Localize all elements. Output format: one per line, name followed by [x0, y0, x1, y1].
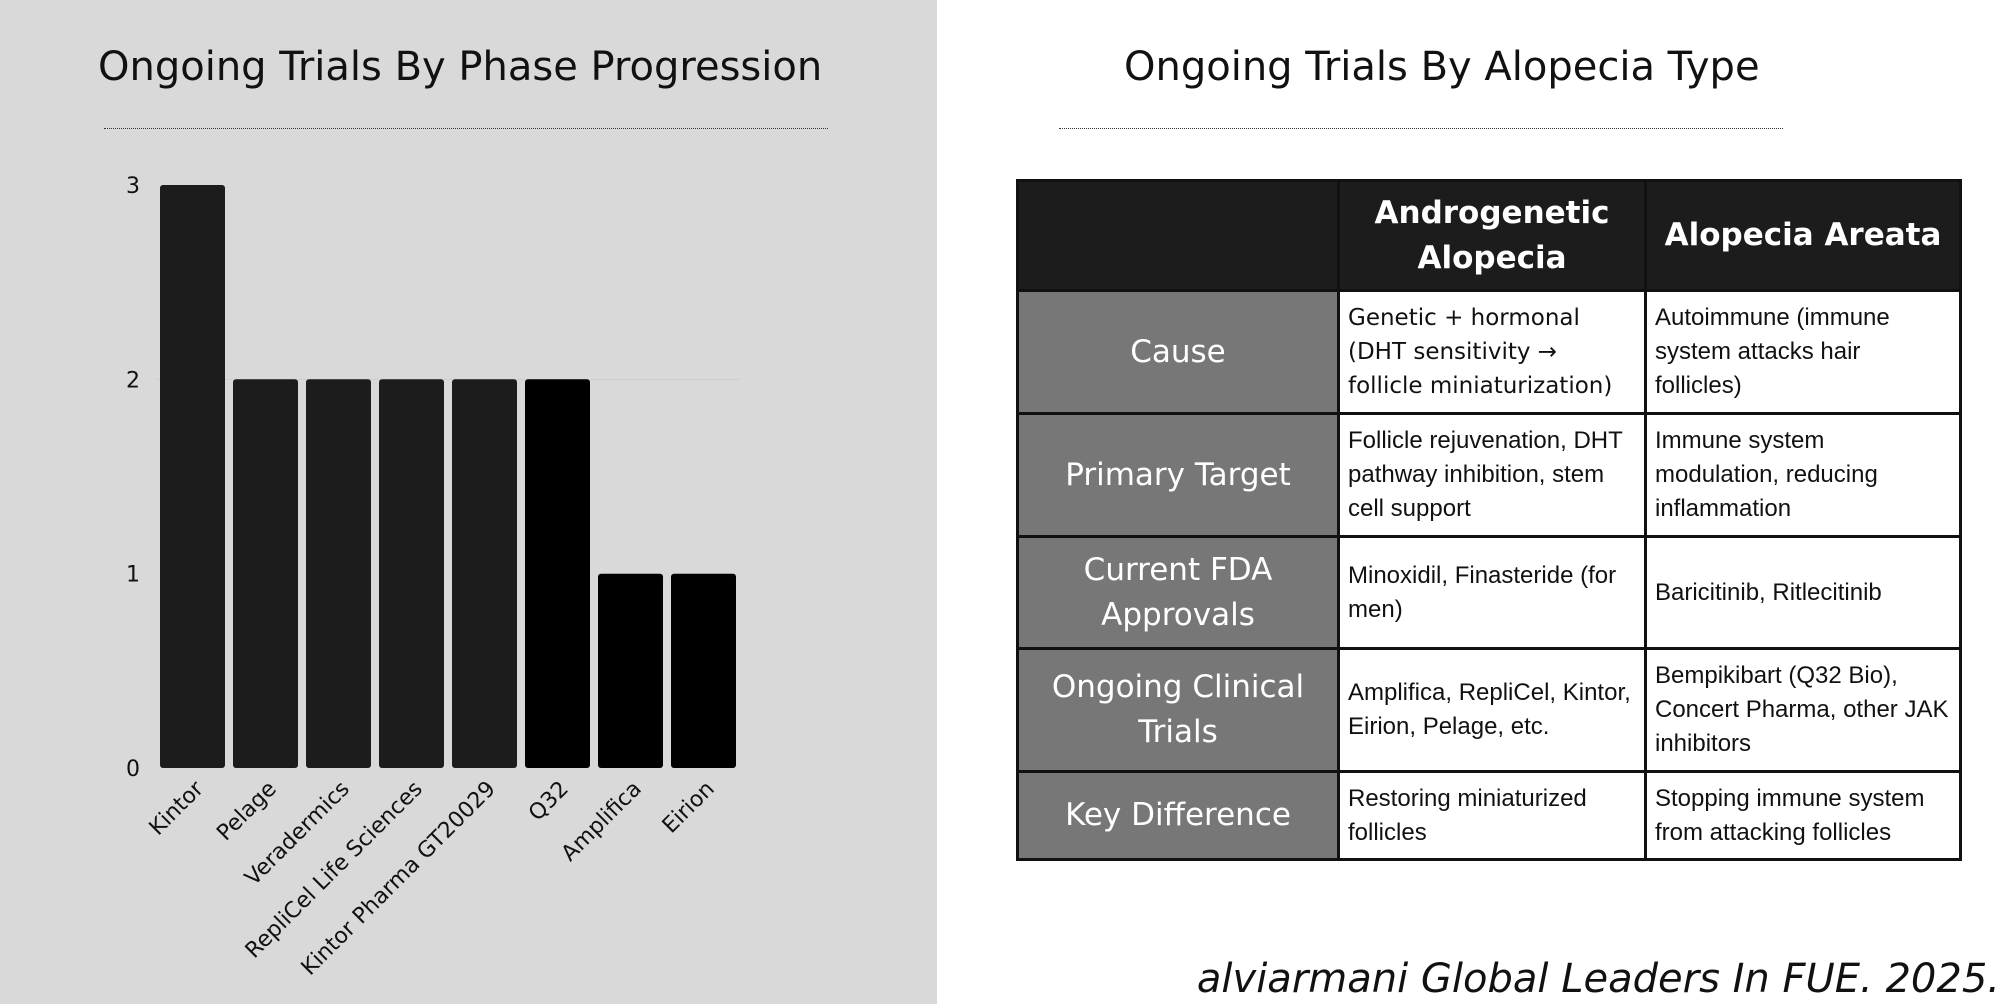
chart-title: Ongoing Trials By Phase Progression [98, 44, 823, 90]
chart-bars [160, 185, 736, 768]
x-tick-label: Eirion [658, 777, 720, 839]
y-tick-label: 0 [126, 757, 140, 782]
table-row: Cause Genetic + hormonal (DHT sensitivit… [1016, 289, 1962, 415]
table-header-row: Androgenetic Alopecia Alopecia Areata [1016, 179, 1962, 292]
chart-title-divider [104, 128, 828, 129]
cell-areata-fda-approvals: Baricitinib, Ritlecitinib [1644, 535, 1962, 650]
table-row: Primary Target Follicle rejuvenation, DH… [1016, 412, 1962, 538]
cell-areata-cause: Autoimmune (immune system attacks hair f… [1644, 289, 1962, 415]
footer-credit: alviarmani Global Leaders In FUE. 2025. [1196, 956, 2000, 1002]
table-row: Current FDA Approvals Minoxidil, Finaste… [1016, 535, 1962, 650]
bar-veradermics [306, 379, 371, 768]
cell-androgenetic-ongoing-trials: Amplifica, RepliCel, Kintor, Eirion, Pel… [1337, 647, 1647, 773]
y-tick-label: 3 [126, 174, 140, 199]
row-header-primary-target: Primary Target [1016, 412, 1340, 538]
column-header-areata: Alopecia Areata [1644, 179, 1962, 292]
y-tick-label: 1 [126, 563, 140, 588]
y-tick-label: 2 [126, 368, 140, 393]
cell-areata-ongoing-trials: Bempikibart (Q32 Bio), Concert Pharma, o… [1644, 647, 1962, 773]
cell-areata-key-difference: Stopping immune system from attacking fo… [1644, 770, 1962, 861]
bar-pelage [233, 379, 298, 768]
row-header-ongoing-trials: Ongoing Clinical Trials [1016, 647, 1340, 773]
bar-q32 [525, 379, 590, 768]
table-row: Ongoing Clinical Trials Amplifica, Repli… [1016, 647, 1962, 773]
row-header-key-difference: Key Difference [1016, 770, 1340, 861]
table-row: Key Difference Restoring miniaturized fo… [1016, 770, 1962, 861]
bar-kintor [160, 185, 225, 768]
cell-areata-primary-target: Immune system modulation, reducing infla… [1644, 412, 1962, 538]
cell-androgenetic-cause: Genetic + hormonal (DHT sensitivity → fo… [1337, 289, 1647, 415]
bar-replicel-life-sciences [379, 379, 444, 768]
chart-y-axis: 0 1 2 3 [126, 174, 140, 782]
alopecia-comparison-table: Androgenetic Alopecia Alopecia Areata Ca… [1016, 179, 1962, 861]
row-header-fda-approvals: Current FDA Approvals [1016, 535, 1340, 650]
table-title-divider [1059, 128, 1783, 129]
bar-amplifica [598, 573, 663, 768]
column-header-androgenetic: Androgenetic Alopecia [1337, 179, 1647, 292]
cell-androgenetic-key-difference: Restoring miniaturized follicles [1337, 770, 1647, 861]
x-tick-label: Pelage [212, 777, 281, 846]
cell-androgenetic-primary-target: Follicle rejuvenation, DHT pathway inhib… [1337, 412, 1647, 538]
bar-eirion [671, 573, 736, 768]
x-tick-label: Q32 [524, 777, 574, 827]
cell-androgenetic-fda-approvals: Minoxidil, Finasteride (for men) [1337, 535, 1647, 650]
table-header-corner [1016, 179, 1340, 292]
x-tick-label: Amplifica [557, 777, 647, 867]
bar-kintor-pharma-gt20029 [452, 379, 517, 768]
x-tick-label: Kintor [145, 776, 210, 841]
row-header-cause: Cause [1016, 289, 1340, 415]
table-title: Ongoing Trials By Alopecia Type [1124, 44, 1760, 90]
